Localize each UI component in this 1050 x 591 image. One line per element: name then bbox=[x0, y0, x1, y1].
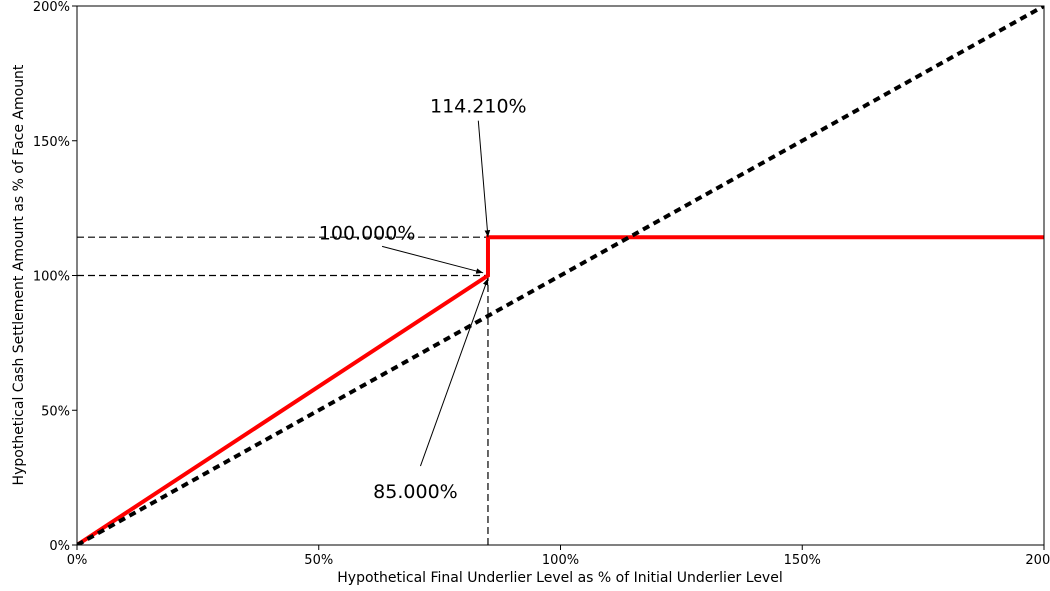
annotations: 114.210% 100.000% 85.000% bbox=[319, 96, 527, 503]
y-axis: 0% 50% 100% 150% 200% bbox=[33, 0, 77, 554]
annotation-label: 114.210% bbox=[430, 96, 527, 118]
y-axis-label: Hypothetical Cash Settlement Amount as %… bbox=[11, 64, 27, 485]
reference-diagonal-series bbox=[77, 6, 1044, 545]
y-tick-label: 100% bbox=[33, 270, 70, 285]
annotation-arrow bbox=[477, 120, 491, 238]
y-tick-label: 50% bbox=[41, 404, 70, 419]
x-tick-label: 50% bbox=[304, 553, 333, 568]
x-tick-label: 0% bbox=[67, 553, 88, 568]
annotation-arrow bbox=[381, 245, 484, 274]
settlement-amount-series bbox=[77, 235, 1044, 545]
x-axis-label: Hypothetical Final Underlier Level as % … bbox=[337, 570, 782, 586]
y-tick-label: 150% bbox=[33, 135, 70, 150]
x-axis: 0% 50% 100% 150% 200% bbox=[67, 545, 1050, 568]
plot-area bbox=[77, 6, 1044, 545]
y-tick-label: 200% bbox=[33, 0, 70, 15]
x-tick-label: 150% bbox=[784, 553, 821, 568]
x-tick-label: 200% bbox=[1025, 553, 1050, 568]
annotation-label: 100.000% bbox=[319, 222, 416, 244]
y-tick-label: 0% bbox=[49, 539, 70, 554]
x-tick-label: 100% bbox=[542, 553, 579, 568]
annotation-label: 85.000% bbox=[373, 481, 458, 503]
annotation-arrow bbox=[419, 278, 489, 467]
